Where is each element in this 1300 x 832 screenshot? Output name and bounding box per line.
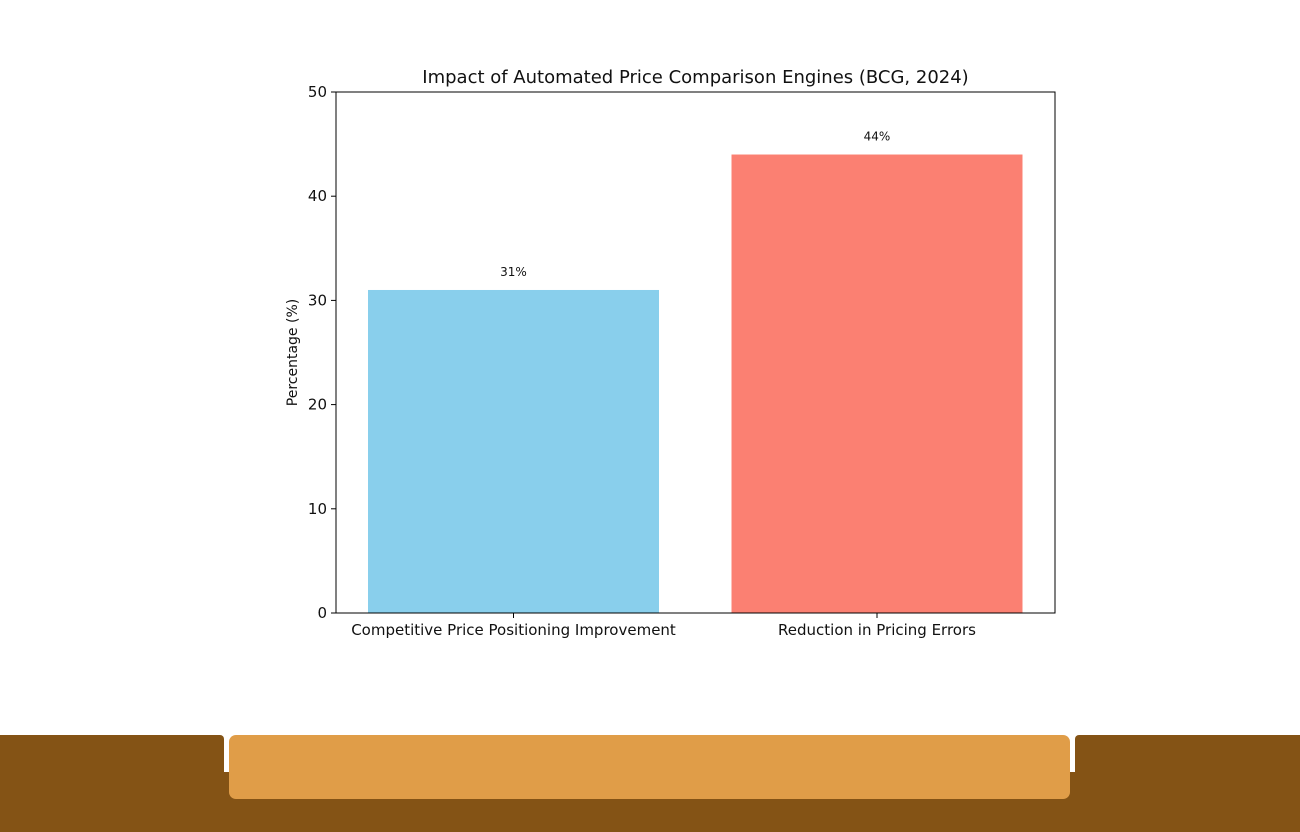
bar-1 — [368, 289, 659, 613]
bottom-bar-left-block — [0, 735, 224, 832]
bottom-bar — [0, 735, 1300, 832]
chart-title: Impact of Automated Price Comparison Eng… — [422, 67, 968, 88]
y-axis-label: Percentage (%) — [285, 299, 301, 406]
y-axis-ticks: 0 10 20 30 40 50 — [308, 83, 336, 622]
x-category-label-2: Reduction in Pricing Errors — [778, 621, 976, 639]
y-tick-label: 0 — [317, 604, 327, 622]
bar-value-label-2: 44% — [864, 130, 891, 144]
bar-value-label-1: 31% — [500, 265, 527, 279]
bars-group: 31% 44% — [368, 130, 1023, 613]
y-tick-label: 20 — [308, 396, 327, 414]
bar-chart: Impact of Automated Price Comparison Eng… — [285, 67, 1056, 639]
bottom-bar-right-block — [1075, 735, 1300, 832]
y-tick-label: 10 — [308, 500, 327, 518]
bar-2 — [731, 154, 1023, 613]
x-category-label-1: Competitive Price Positioning Improvemen… — [351, 621, 676, 639]
bottom-bar-center-panel — [229, 735, 1070, 799]
plot-frame — [335, 91, 1056, 614]
y-tick-label: 40 — [308, 187, 327, 205]
y-tick-label: 30 — [308, 291, 327, 309]
x-axis-ticks: Competitive Price Positioning Improvemen… — [351, 613, 976, 639]
y-tick-label: 50 — [308, 83, 327, 101]
